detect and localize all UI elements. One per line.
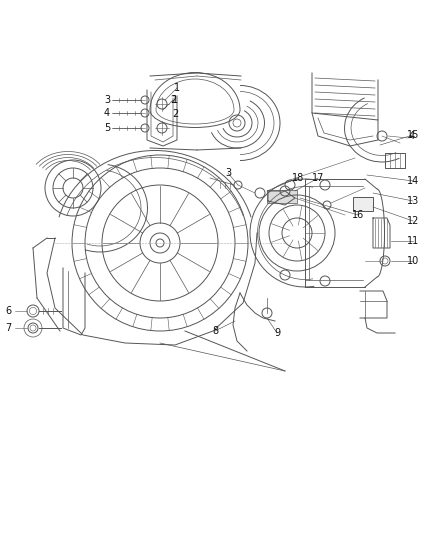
Text: 17: 17	[312, 173, 324, 183]
Text: 3: 3	[225, 168, 231, 178]
Text: 11: 11	[407, 236, 419, 246]
Text: 2: 2	[170, 95, 176, 105]
Text: 4: 4	[104, 108, 110, 118]
Text: 7: 7	[5, 323, 11, 333]
Text: 13: 13	[407, 196, 419, 206]
Text: 4: 4	[409, 131, 415, 141]
Text: 12: 12	[407, 216, 419, 226]
Text: 15: 15	[407, 130, 419, 140]
FancyBboxPatch shape	[353, 197, 373, 211]
Text: 1: 1	[174, 83, 180, 93]
FancyBboxPatch shape	[267, 190, 297, 203]
Text: 2: 2	[172, 109, 178, 119]
Text: 6: 6	[5, 306, 11, 316]
Text: 16: 16	[352, 210, 364, 220]
Text: 5: 5	[104, 123, 110, 133]
Text: 1: 1	[172, 95, 178, 105]
Text: 18: 18	[292, 173, 304, 183]
Text: 8: 8	[212, 326, 218, 336]
Text: 14: 14	[407, 176, 419, 186]
Text: 3: 3	[104, 95, 110, 105]
Text: 9: 9	[274, 328, 280, 338]
Text: 10: 10	[407, 256, 419, 266]
